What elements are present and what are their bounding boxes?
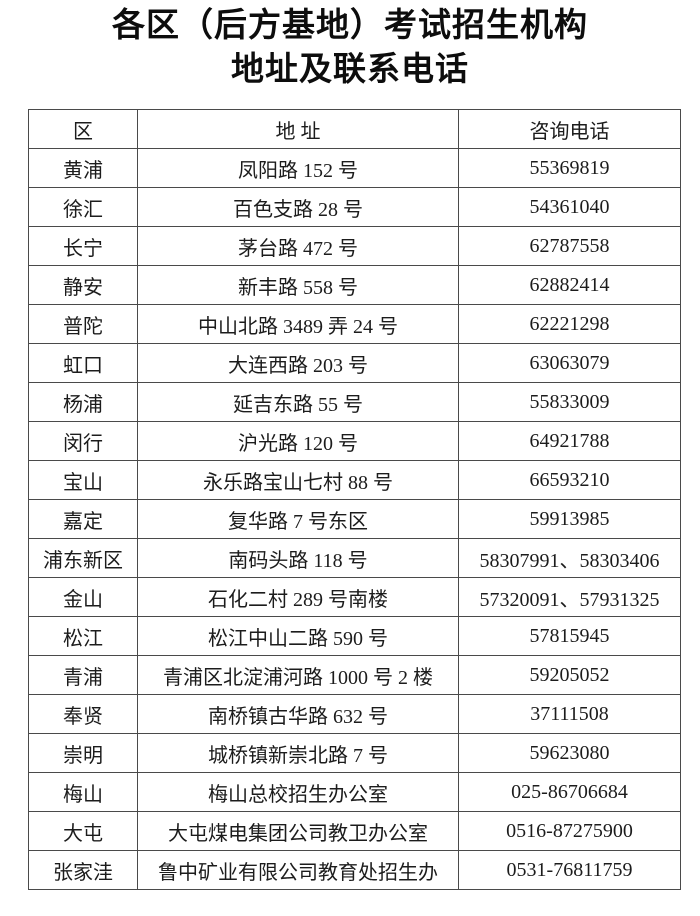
phone-cell: 55369819 [458, 148, 681, 188]
district-cell: 奉贤 [28, 694, 138, 734]
address-cell: 鲁中矿业有限公司教育处招生办 [137, 850, 459, 890]
phone-cell: 62882414 [458, 265, 681, 305]
header-row: 区 地 址 咨询电话 [28, 109, 681, 149]
district-cell: 松江 [28, 616, 138, 656]
table-row: 张家洼 鲁中矿业有限公司教育处招生办 0531-76811759 [28, 850, 681, 890]
district-cell: 长宁 [28, 226, 138, 266]
column-header-phone: 咨询电话 [458, 109, 681, 149]
district-cell: 静安 [28, 265, 138, 305]
district-cell: 杨浦 [28, 382, 138, 422]
district-cell: 嘉定 [28, 499, 138, 539]
district-cell: 张家洼 [28, 850, 138, 890]
phone-cell: 0516-87275900 [458, 811, 681, 851]
district-cell: 虹口 [28, 343, 138, 383]
table-row: 徐汇 百色支路 28 号 54361040 [28, 187, 681, 227]
column-header-district: 区 [28, 109, 138, 149]
district-cell: 金山 [28, 577, 138, 617]
table-row: 浦东新区 南码头路 118 号 58307991、58303406 [28, 538, 681, 578]
phone-cell: 59623080 [458, 733, 681, 773]
district-cell: 黄浦 [28, 148, 138, 188]
address-cell: 复华路 7 号东区 [137, 499, 459, 539]
address-cell: 大连西路 203 号 [137, 343, 459, 383]
table-row: 金山 石化二村 289 号南楼 57320091、57931325 [28, 577, 681, 617]
address-cell: 延吉东路 55 号 [137, 382, 459, 422]
district-cell: 崇明 [28, 733, 138, 773]
table-row: 长宁 茅台路 472 号 62787558 [28, 226, 681, 266]
address-cell: 石化二村 289 号南楼 [137, 577, 459, 617]
address-cell: 南桥镇古华路 632 号 [137, 694, 459, 734]
table-row: 黄浦 凤阳路 152 号 55369819 [28, 148, 681, 188]
phone-cell: 57320091、57931325 [458, 577, 681, 617]
phone-cell: 59913985 [458, 499, 681, 539]
district-cell: 徐汇 [28, 187, 138, 227]
phone-cell: 59205052 [458, 655, 681, 695]
table-row: 大屯 大屯煤电集团公司教卫办公室 0516-87275900 [28, 811, 681, 851]
phone-cell: 64921788 [458, 421, 681, 461]
phone-cell: 62787558 [458, 226, 681, 266]
column-header-address: 地 址 [137, 109, 459, 149]
table-row: 崇明 城桥镇新崇北路 7 号 59623080 [28, 733, 681, 773]
table-row: 普陀 中山北路 3489 弄 24 号 62221298 [28, 304, 681, 344]
address-cell: 新丰路 558 号 [137, 265, 459, 305]
phone-cell: 58307991、58303406 [458, 538, 681, 578]
phone-cell: 37111508 [458, 694, 681, 734]
table-row: 虹口 大连西路 203 号 63063079 [28, 343, 681, 383]
district-cell: 大屯 [28, 811, 138, 851]
address-cell: 百色支路 28 号 [137, 187, 459, 227]
address-cell: 大屯煤电集团公司教卫办公室 [137, 811, 459, 851]
district-cell: 普陀 [28, 304, 138, 344]
contact-table: 区 地 址 咨询电话 黄浦 凤阳路 152 号 55369819 徐汇 百色支路… [28, 109, 681, 890]
page-title-line1: 各区（后方基地）考试招生机构 [112, 8, 588, 44]
address-cell: 沪光路 120 号 [137, 421, 459, 461]
address-cell: 青浦区北淀浦河路 1000 号 2 楼 [137, 655, 459, 695]
address-cell: 城桥镇新崇北路 7 号 [137, 733, 459, 773]
district-cell: 闵行 [28, 421, 138, 461]
table-row: 闵行 沪光路 120 号 64921788 [28, 421, 681, 461]
district-cell: 梅山 [28, 772, 138, 812]
address-cell: 永乐路宝山七村 88 号 [137, 460, 459, 500]
address-cell: 松江中山二路 590 号 [137, 616, 459, 656]
address-cell: 茅台路 472 号 [137, 226, 459, 266]
phone-cell: 66593210 [458, 460, 681, 500]
table-row: 青浦 青浦区北淀浦河路 1000 号 2 楼 59205052 [28, 655, 681, 695]
table-row: 静安 新丰路 558 号 62882414 [28, 265, 681, 305]
address-cell: 梅山总校招生办公室 [137, 772, 459, 812]
phone-cell: 55833009 [458, 382, 681, 422]
district-cell: 宝山 [28, 460, 138, 500]
page-title-line2: 地址及联系电话 [231, 52, 469, 88]
phone-cell: 57815945 [458, 616, 681, 656]
phone-cell: 54361040 [458, 187, 681, 227]
address-cell: 凤阳路 152 号 [137, 148, 459, 188]
address-cell: 南码头路 118 号 [137, 538, 459, 578]
district-cell: 浦东新区 [28, 538, 138, 578]
phone-cell: 025-86706684 [458, 772, 681, 812]
phone-cell: 63063079 [458, 343, 681, 383]
table-row: 杨浦 延吉东路 55 号 55833009 [28, 382, 681, 422]
phone-cell: 62221298 [458, 304, 681, 344]
table-row: 奉贤 南桥镇古华路 632 号 37111508 [28, 694, 681, 734]
phone-cell: 0531-76811759 [458, 850, 681, 890]
page-title: 各区（后方基地）考试招生机构 地址及联系电话 [0, 4, 700, 92]
table-row: 宝山 永乐路宝山七村 88 号 66593210 [28, 460, 681, 500]
district-cell: 青浦 [28, 655, 138, 695]
table-row: 嘉定 复华路 7 号东区 59913985 [28, 499, 681, 539]
table-row: 松江 松江中山二路 590 号 57815945 [28, 616, 681, 656]
address-cell: 中山北路 3489 弄 24 号 [137, 304, 459, 344]
table-row: 梅山 梅山总校招生办公室 025-86706684 [28, 772, 681, 812]
